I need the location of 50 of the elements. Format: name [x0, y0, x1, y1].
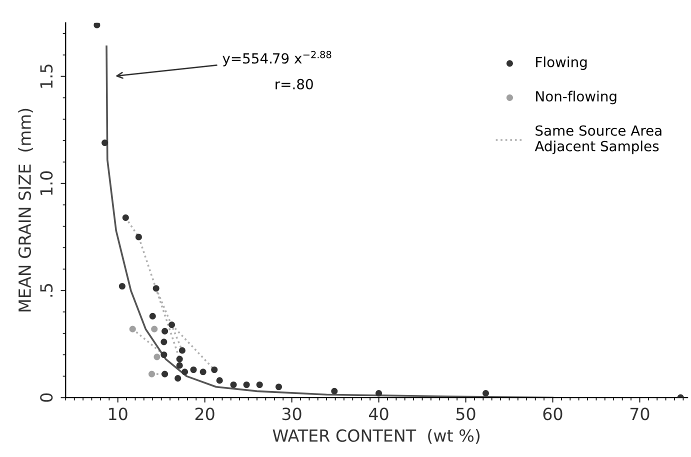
point [151, 326, 158, 332]
point [135, 234, 142, 240]
point [160, 351, 168, 358]
legend-label: Flowing [536, 56, 587, 70]
point [168, 321, 176, 328]
point [331, 388, 338, 394]
point [375, 390, 382, 397]
point [482, 390, 490, 397]
y-tick-label: 1.5 [40, 64, 53, 88]
x-tick-label: 60 [543, 408, 562, 420]
x-tick-label: 70 [630, 408, 650, 420]
point [178, 347, 186, 354]
point [129, 326, 136, 332]
point [230, 381, 237, 388]
annotation: y=554.79 x$^{−2.88}$ [222, 50, 332, 66]
point [118, 282, 126, 290]
point [200, 368, 206, 376]
point [216, 377, 223, 384]
x-tick-label: 30 [282, 408, 302, 420]
point [182, 368, 188, 376]
point [243, 381, 250, 388]
x-tick-label: 40 [368, 408, 388, 420]
legend-label: Same Source Area Adjacent Samples [534, 125, 662, 154]
point [154, 354, 160, 360]
y-axis-title: MEAN GRAIN SIZE (mm) [18, 108, 33, 312]
y-tick-label: 0 [40, 393, 53, 402]
point [160, 338, 168, 346]
point [176, 356, 183, 362]
point [162, 328, 168, 334]
annotation: r=.80 [276, 78, 313, 90]
x-tick-label: 10 [109, 408, 128, 420]
point [256, 381, 263, 388]
point [162, 370, 168, 378]
x-axis-title: WATER CONTENT (wt %) [272, 429, 480, 444]
x-tick-label: 50 [456, 408, 476, 420]
point [94, 22, 100, 28]
point [122, 214, 129, 222]
y-tick-label: .5 [40, 284, 53, 297]
point [152, 285, 160, 292]
point [275, 384, 282, 390]
y-tick-label: 1.0 [40, 171, 53, 195]
point [190, 366, 197, 374]
point [149, 312, 156, 320]
point [211, 366, 218, 374]
point [176, 362, 183, 369]
legend-label: Non-flowing [536, 90, 616, 104]
x-tick-label: 20 [195, 408, 214, 420]
point [148, 370, 156, 378]
point [174, 375, 182, 382]
point [101, 139, 108, 146]
